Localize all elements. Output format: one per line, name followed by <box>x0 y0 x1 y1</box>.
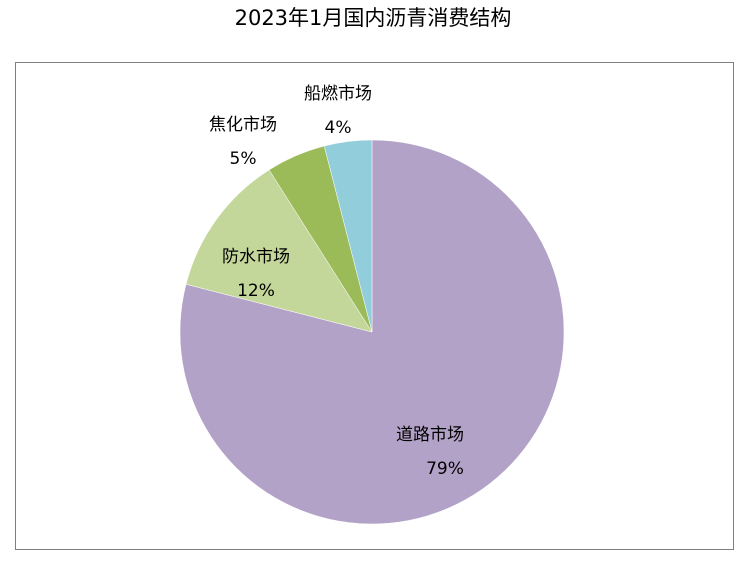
slice-percent-coking: 5% <box>230 149 257 169</box>
chart-area: 道路市场 79% 防水市场 12% 焦化市场 5% 船燃市场 4% <box>15 62 734 550</box>
pie-labels: 道路市场 79% 防水市场 12% 焦化市场 5% 船燃市场 4% <box>209 84 464 479</box>
slice-label-marine-fuel: 船燃市场 <box>304 84 372 104</box>
pie-slice-waterproof <box>185 169 373 333</box>
pie-chart: 道路市场 79% 防水市场 12% 焦化市场 5% 船燃市场 4% <box>179 84 565 525</box>
slice-percent-marine-fuel: 4% <box>325 118 352 138</box>
pie-slices <box>179 139 565 525</box>
slice-label-waterproof: 防水市场 <box>222 247 290 267</box>
slice-label-coking: 焦化市场 <box>209 115 277 135</box>
slice-percent-waterproof: 12% <box>237 281 275 301</box>
pie-slice-road <box>179 139 565 525</box>
slice-percent-road: 79% <box>426 459 464 479</box>
pie-slice-marine-fuel <box>323 139 373 333</box>
chart-title: 2023年1月国内沥青消费结构 <box>234 6 512 30</box>
slice-label-road: 道路市场 <box>396 425 464 445</box>
